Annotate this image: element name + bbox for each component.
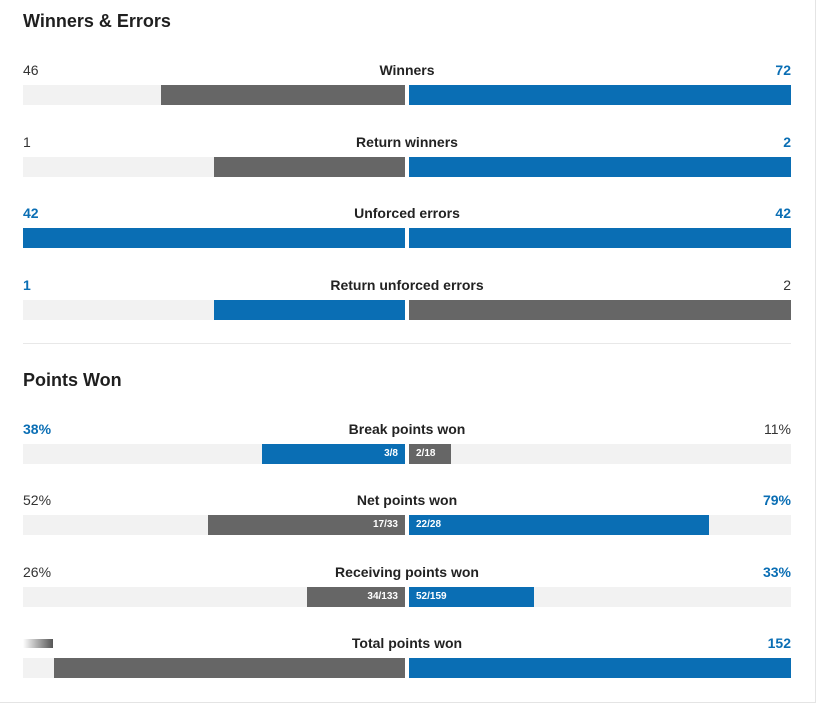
stat-label: Winners — [379, 62, 435, 78]
right-bar-track — [409, 228, 791, 248]
left-bar: 3/8 — [262, 444, 405, 464]
stat-label: Net points won — [356, 492, 458, 508]
left-bar-count: 3/8 — [384, 448, 398, 459]
stat-label: Return unforced errors — [330, 277, 484, 293]
left-bar — [214, 157, 405, 177]
stat-label: Unforced errors — [354, 205, 460, 221]
left-bar-track — [23, 658, 405, 678]
right-bar-track — [409, 85, 791, 105]
left-value: 1 — [23, 277, 31, 293]
section-title-winners-errors: Winners & Errors — [23, 11, 171, 31]
right-bar: 22/28 — [409, 515, 709, 535]
right-bar-track: 22/28 — [409, 515, 791, 535]
right-value: 11% — [764, 421, 791, 437]
section-title-points-won: Points Won — [23, 370, 122, 390]
right-value: 72 — [775, 62, 791, 78]
left-value: 46 — [23, 62, 39, 78]
left-bar-track — [23, 85, 405, 105]
right-bar — [409, 157, 791, 177]
left-bar: 17/33 — [208, 515, 405, 535]
right-bar — [409, 658, 791, 678]
right-bar — [409, 300, 791, 320]
left-bar-track — [23, 300, 405, 320]
left-bar: 34/133 — [307, 587, 405, 607]
left-bar — [54, 658, 405, 678]
left-value: 38% — [23, 421, 52, 437]
right-bar: 52/159 — [409, 587, 534, 607]
left-bar — [214, 300, 405, 320]
stat-label: Receiving points won — [335, 564, 479, 580]
stat-label: Break points won — [348, 421, 466, 437]
left-bar-track: 3/8 — [23, 444, 405, 464]
right-bar-track: 52/159 — [409, 587, 791, 607]
left-bar-track — [23, 157, 405, 177]
right-value: 2 — [783, 277, 791, 293]
left-value: 1 — [23, 134, 31, 150]
right-bar-count: 2/18 — [416, 448, 436, 459]
right-bar — [409, 228, 791, 248]
right-value: 42 — [775, 205, 791, 221]
left-value — [23, 635, 53, 651]
right-bar-track — [409, 300, 791, 320]
right-value: 79% — [762, 492, 791, 508]
left-bar-track: 17/33 — [23, 515, 405, 535]
right-value: 152 — [767, 635, 791, 651]
right-bar: 2/18 — [409, 444, 451, 464]
stat-label: Return winners — [356, 134, 458, 150]
left-bar-track: 34/133 — [23, 587, 405, 607]
right-value: 33% — [762, 564, 791, 580]
left-bar — [23, 228, 405, 248]
right-bar — [409, 85, 791, 105]
right-bar-track: 2/18 — [409, 444, 791, 464]
left-value: 42 — [23, 205, 39, 221]
left-value: 26% — [23, 564, 52, 580]
right-bar-track — [409, 658, 791, 678]
left-bar-count: 34/133 — [367, 591, 398, 602]
blurred-value — [23, 639, 53, 648]
stat-label: Total points won — [351, 635, 463, 651]
right-bar-count: 52/159 — [416, 591, 447, 602]
left-bar-count: 17/33 — [372, 519, 398, 530]
left-value: 52% — [23, 492, 52, 508]
right-value: 2 — [783, 134, 791, 150]
left-bar-track — [23, 228, 405, 248]
right-bar-count: 22/28 — [416, 519, 442, 530]
section-divider — [23, 343, 791, 344]
left-bar — [161, 85, 405, 105]
right-bar-track — [409, 157, 791, 177]
